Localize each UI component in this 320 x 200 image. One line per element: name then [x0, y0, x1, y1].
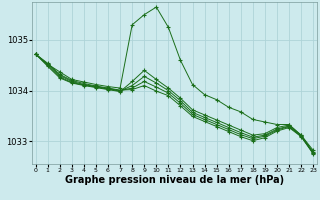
X-axis label: Graphe pression niveau de la mer (hPa): Graphe pression niveau de la mer (hPa): [65, 175, 284, 185]
